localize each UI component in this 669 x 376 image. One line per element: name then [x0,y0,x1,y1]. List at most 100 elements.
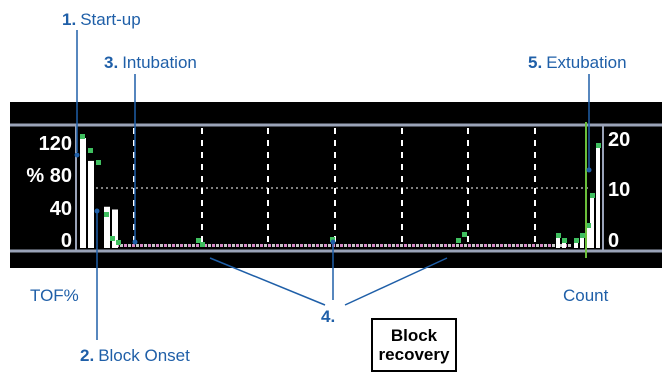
baseline-dot [312,244,315,247]
baseline-dot [436,244,439,247]
baseline-dot [288,244,291,247]
right-tick-10: 10 [608,179,630,201]
callout-startup-number: 1. [62,10,77,29]
baseline-dot [500,244,503,247]
baseline-dot [560,244,563,247]
count-marker [462,232,467,237]
baseline-dot [232,244,235,247]
count-bar [586,228,590,248]
baseline-dot [284,244,287,247]
baseline-dots [112,244,571,247]
right-tick-20: 20 [608,129,630,151]
baseline-dot [124,244,127,247]
count-marker [200,242,205,247]
callout-four-number: 4. [321,307,336,326]
baseline-dot [216,244,219,247]
leader-dot-4 [330,239,336,245]
baseline-dot [252,244,255,247]
count-bar [562,243,566,248]
callout-extubation-number: 5. [528,53,543,72]
leader-4a [209,257,326,306]
baseline-dot [196,244,199,247]
baseline-dot [392,244,395,247]
baseline-dot [276,244,279,247]
baseline-dot [348,244,351,247]
baseline-dot [272,244,275,247]
axis-title-tof: TOF% [30,286,79,305]
baseline-dot [416,244,419,247]
baseline-dot [140,244,143,247]
baseline-dot [176,244,179,247]
block-recovery-line2: recovery [378,345,450,364]
left-tick-0: 0 [61,230,72,252]
callout-extubation: 5. Extubation [528,53,627,73]
count-bar [556,238,560,248]
baseline-dot [300,244,303,247]
baseline-dot [532,244,535,247]
block-recovery-label: Block recovery [371,318,457,372]
baseline-dot [368,244,371,247]
tof-bar [112,209,118,248]
baseline-dot [408,244,411,247]
callout-startup-label: Start-up [80,10,141,29]
baseline-dot [480,244,483,247]
baseline-dot [432,244,435,247]
baseline-dot [336,244,339,247]
count-marker [580,233,585,238]
baseline-dot [320,244,323,247]
baseline-dot [224,244,227,247]
baseline-dot [144,244,147,247]
baseline-dot [456,244,459,247]
left-tick-40: 40 [50,198,72,220]
baseline-dot [256,244,259,247]
baseline-dot [364,244,367,247]
baseline-dot [148,244,151,247]
baseline-dot [128,244,131,247]
baseline-dot [168,244,171,247]
baseline-dot [296,244,299,247]
baseline-dot [396,244,399,247]
baseline-dot [292,244,295,247]
left-tick-80: % 80 [26,165,72,187]
count-marker [80,134,85,139]
leader-dot-extubation [586,167,592,173]
baseline-dot [132,244,135,247]
baseline-dot [520,244,523,247]
baseline-dot [204,244,207,247]
count-marker [104,212,109,217]
baseline-dot [452,244,455,247]
baseline-dot [244,244,247,247]
baseline-dot [136,244,139,247]
baseline-dot [192,244,195,247]
axis-title-count: Count [563,286,609,305]
baseline-dot [264,244,267,247]
count-bar [580,238,584,248]
callout-intubation-label: Intubation [122,53,197,72]
baseline-dot [240,244,243,247]
count-marker [116,240,121,245]
baseline-dot [220,244,223,247]
count-bar [590,198,594,248]
baseline-dot [512,244,515,247]
baseline-dot [540,244,543,247]
baseline-dot [412,244,415,247]
baseline-dot [508,244,511,247]
leader-4c [344,257,448,306]
baseline-dot [476,244,479,247]
count-marker [596,143,601,148]
baseline-dot [464,244,467,247]
baseline-dot [472,244,475,247]
baseline-dot [548,244,551,247]
baseline-dot [536,244,539,247]
callout-startup: 1. Start-up [62,10,141,30]
baseline-dot [384,244,387,247]
baseline-dot [524,244,527,247]
baseline-dot [328,244,331,247]
count-marker [574,238,579,243]
baseline-dot [340,244,343,247]
baseline-dot [460,244,463,247]
baseline-dot [492,244,495,247]
baseline-dot [440,244,443,247]
callout-intubation: 3. Intubation [104,53,197,73]
